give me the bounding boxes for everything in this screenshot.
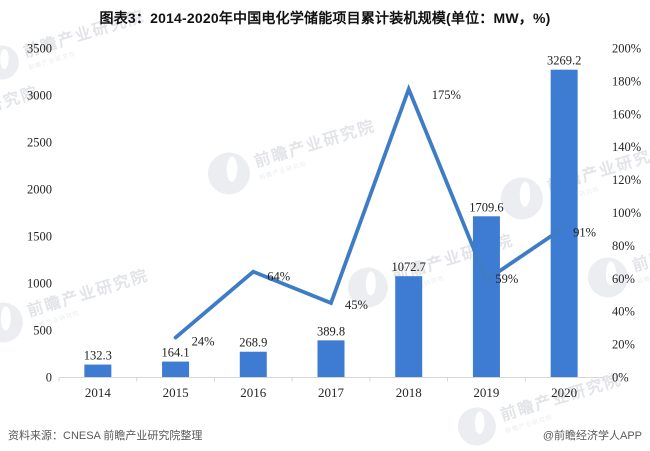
right-axis-tick-label: 160% <box>612 107 641 121</box>
bar-2016 <box>239 351 267 377</box>
bar-value-label: 164.1 <box>162 346 190 360</box>
bar-2017 <box>317 340 345 377</box>
left-axis-tick-label: 1500 <box>27 230 52 244</box>
left-axis-tick-label: 1000 <box>27 277 52 291</box>
right-axis-tick-label: 80% <box>612 239 635 253</box>
right-axis-tick-label: 120% <box>612 173 641 187</box>
line-value-label: 64% <box>267 270 290 284</box>
line-value-label: 175% <box>432 88 461 102</box>
right-axis-tick-label: 0% <box>612 371 629 385</box>
bar-2020 <box>550 69 578 378</box>
right-axis-tick-label: 20% <box>612 338 635 352</box>
x-category-label: 2014 <box>85 385 112 400</box>
line-value-label: 91% <box>573 225 596 239</box>
right-axis-tick-label: 100% <box>612 206 641 220</box>
line-value-label: 45% <box>345 298 368 312</box>
right-axis-tick-label: 200% <box>612 42 641 56</box>
x-category-label: 2015 <box>163 385 189 400</box>
bar-value-label: 3269.2 <box>547 54 581 68</box>
left-axis-tick-label: 2500 <box>27 136 52 150</box>
left-axis-tick-label: 0 <box>46 371 52 385</box>
bar-value-label: 1072.7 <box>392 260 426 274</box>
left-axis-tick-label: 500 <box>33 324 52 338</box>
x-category-label: 2017 <box>318 385 345 400</box>
x-category-label: 2018 <box>396 385 422 400</box>
growth-line <box>173 83 567 340</box>
chart-footer: 资料来源：CNESA 前瞻产业研究院整理 @前瞻经济学人APP <box>0 427 650 443</box>
right-axis-tick-label: 140% <box>612 140 641 154</box>
x-category-label: 2019 <box>473 385 499 400</box>
right-axis-tick-label: 180% <box>612 74 641 88</box>
bar-2018 <box>395 276 423 377</box>
bar-2014 <box>84 364 112 377</box>
line-value-label: 59% <box>495 272 518 286</box>
left-axis-tick-label: 3000 <box>27 89 52 103</box>
left-axis-tick-label: 3500 <box>27 42 52 56</box>
x-category-label: 2016 <box>240 385 267 400</box>
chart-title: 图表3：2014-2020年中国电化学储能项目累计装机规模(单位：MW，%) <box>99 10 551 26</box>
bar-2015 <box>162 361 190 377</box>
x-category-label: 2020 <box>551 385 577 400</box>
credit-note: @前瞻经济学人APP <box>542 430 642 442</box>
bar-value-label: 389.8 <box>317 324 345 338</box>
left-axis-tick-label: 2000 <box>27 183 52 197</box>
bar-value-label: 1709.6 <box>469 200 503 214</box>
line-value-label: 24% <box>192 335 215 349</box>
right-axis-tick-label: 40% <box>612 305 635 319</box>
right-axis-tick-label: 60% <box>612 272 635 286</box>
source-note: 资料来源：CNESA 前瞻产业研究院整理 <box>8 430 203 442</box>
bar-value-label: 132.3 <box>84 349 112 363</box>
bar-2019 <box>472 216 500 377</box>
bar-value-label: 268.9 <box>239 336 267 350</box>
